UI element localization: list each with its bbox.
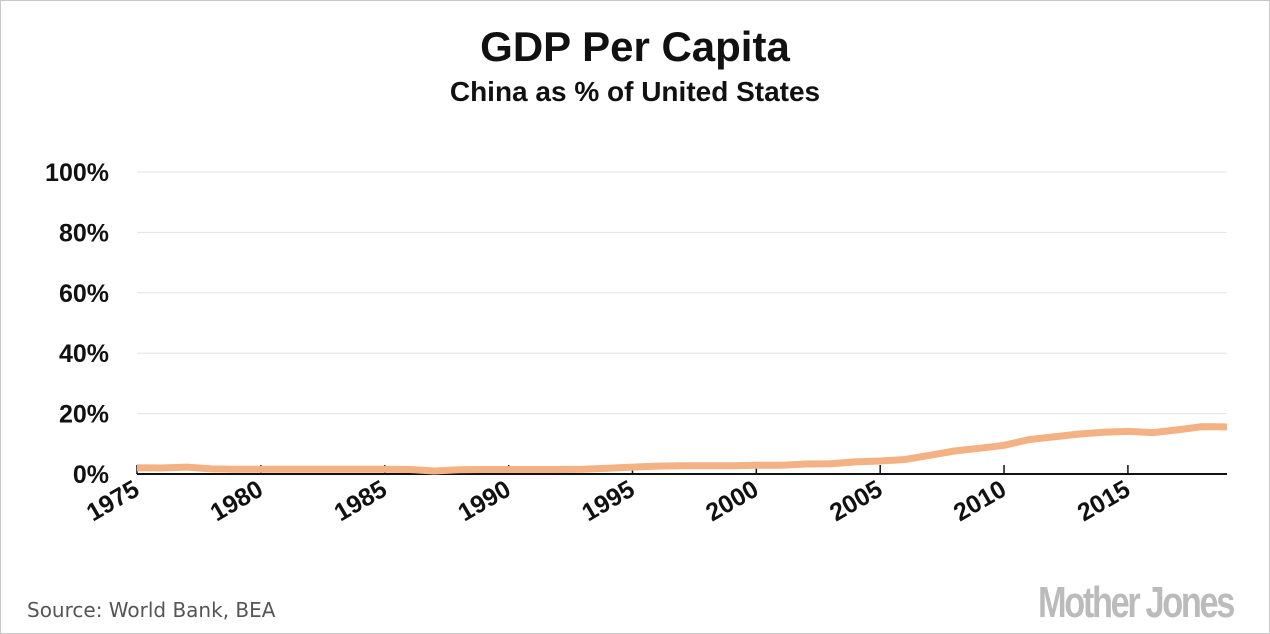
x-tick-label: 1980 [206, 475, 268, 527]
y-tick-label: 80% [59, 219, 109, 247]
x-tick-label: 2015 [1073, 475, 1135, 527]
y-tick-label: 0% [73, 461, 109, 489]
y-tick-label: 20% [59, 401, 109, 429]
x-tick-label: 2005 [825, 475, 887, 527]
y-tick-label: 60% [59, 280, 109, 308]
chart-subtitle: China as % of United States [449, 76, 821, 107]
chart-title: GDP Per Capita [480, 23, 790, 70]
x-tick-label: 2000 [701, 475, 763, 527]
mother-jones-logo: Mother Jones [1037, 578, 1235, 627]
source-note: Source: World Bank, BEA [27, 598, 276, 622]
y-tick-label: 40% [59, 340, 109, 368]
x-tick-label: 1995 [577, 475, 639, 527]
x-tick-label: 1990 [453, 475, 515, 527]
x-tick-label: 2010 [949, 475, 1011, 527]
y-tick-label: 100% [45, 159, 109, 187]
x-tick-label: 1985 [330, 475, 392, 527]
series-line [136, 423, 1228, 475]
